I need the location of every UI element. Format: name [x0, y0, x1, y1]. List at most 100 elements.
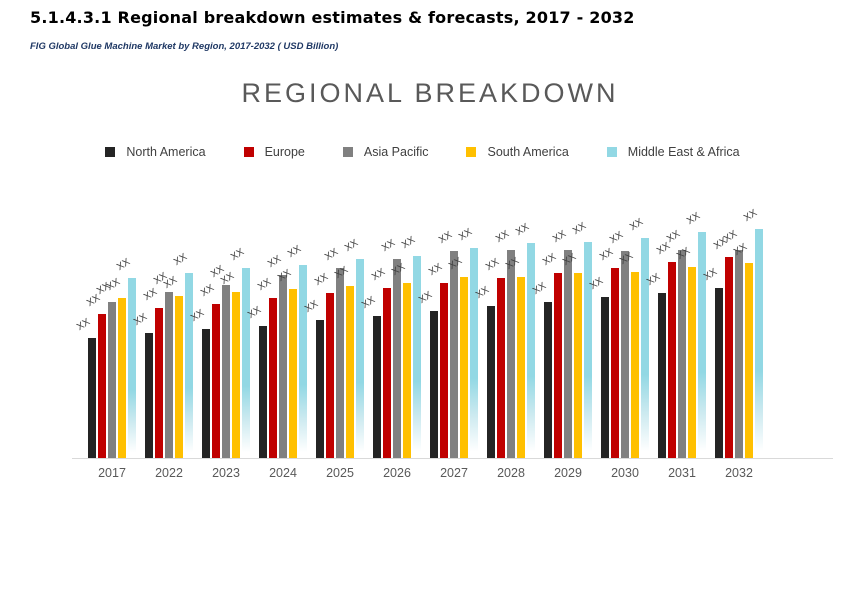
x-tick-2024: 2024	[269, 466, 297, 480]
bar-data-label: XX	[142, 286, 160, 303]
bar-group-2026: XX XX XX XX XX	[360, 235, 421, 458]
bar-data-label: XX	[457, 226, 475, 243]
bar-data-label: XX	[380, 237, 398, 254]
bar-europe-2031: XX	[655, 241, 676, 458]
bar-data-label: XX	[494, 228, 512, 245]
bar-south-america-2023: XX	[219, 271, 240, 458]
bar-rect	[658, 293, 666, 458]
chart-title: REGIONAL BREAKDOWN	[241, 78, 619, 108]
bar-south-america-2027: XX	[447, 256, 468, 458]
bar-rect	[470, 248, 478, 458]
legend-swatch	[606, 147, 617, 157]
x-tick-2025: 2025	[326, 466, 354, 480]
bar-asia-pacific-2027: XX	[437, 230, 458, 458]
bar-south-america-2032: XX	[732, 242, 753, 458]
legend-swatch	[466, 147, 477, 157]
bar-data-label: XX	[75, 316, 93, 333]
legend-label: North America	[126, 145, 206, 159]
bar-rect	[383, 288, 391, 458]
page-title: 5.1.4.3.1 Regional breakdown estimates &…	[30, 8, 635, 27]
legend-item: South America	[466, 145, 569, 159]
bar-data-label: XX	[286, 243, 304, 260]
bar-rect	[279, 275, 287, 458]
figure-caption: FIG Global Glue Machine Market by Region…	[30, 41, 339, 52]
bar-asia-pacific-2028: XX	[494, 229, 515, 458]
bar-data-label: XX	[628, 216, 646, 233]
x-tick-2026: 2026	[383, 466, 411, 480]
bar-europe-2027: XX	[427, 262, 448, 458]
bar-group-2023: XX XX XX XX XX	[189, 247, 250, 458]
bar-south-america-2025: XX	[333, 265, 354, 458]
bar-rect	[242, 268, 250, 458]
bar-north-america-2024: XX	[246, 305, 267, 458]
bar-rect	[450, 251, 458, 458]
legend-label: Europe	[264, 145, 305, 159]
bar-south-america-2029: XX	[561, 252, 582, 458]
bar-rect	[601, 297, 609, 458]
bar-rect	[185, 273, 193, 458]
bar-europe-2030: XX	[598, 247, 619, 458]
bar-data-label: XX	[199, 282, 217, 299]
bar-middle-east-africa-2017: XX	[115, 257, 136, 458]
bar-north-america-2017: XX	[75, 317, 96, 458]
bar-rect	[621, 251, 629, 458]
bar-rect	[393, 259, 401, 458]
bar-group-2024: XX XX XX XX XX	[246, 244, 307, 458]
bar-data-label: XX	[400, 234, 418, 251]
x-tick-2029: 2029	[554, 466, 582, 480]
bar-data-label: XX	[266, 253, 284, 270]
bar-rect	[108, 302, 116, 458]
bar-data-label: XX	[598, 246, 616, 263]
bar-rect	[155, 308, 163, 458]
bar-asia-pacific-2032: XX	[722, 229, 743, 458]
legend-label: South America	[487, 145, 569, 159]
bar-rect	[698, 232, 706, 458]
bar-data-label: XX	[437, 229, 455, 246]
bar-rect	[745, 263, 753, 458]
bar-rect	[574, 273, 582, 458]
bar-data-label: XX	[427, 261, 445, 278]
bar-middle-east-africa-2031: XX	[685, 211, 706, 458]
bar-rect	[259, 326, 267, 458]
bar-data-label: XX	[608, 229, 626, 246]
bar-rect	[725, 257, 733, 458]
x-axis-labels: 2017 2022 2023 2024 2025 2026 2027 2028 2029 2030…	[72, 466, 845, 480]
bar-rect	[269, 298, 277, 458]
bar-group-2031: XX XX XX XX XX	[645, 211, 706, 458]
bar-rect	[527, 243, 535, 458]
bar-middle-east-africa-2028: XX	[514, 222, 535, 458]
bar-rect	[735, 250, 743, 458]
bar-data-label: XX	[370, 266, 388, 283]
bar-group-2027: XX XX XX XX XX	[417, 227, 478, 458]
legend-swatch	[105, 147, 116, 157]
bar-data-label: XX	[742, 207, 760, 224]
legend-swatch	[342, 147, 353, 157]
bar-asia-pacific-2026: XX	[380, 238, 401, 458]
bar-asia-pacific-2024: XX	[266, 254, 287, 458]
legend-item: North America	[105, 145, 206, 159]
bar-south-america-2024: XX	[276, 268, 297, 458]
bar-data-label: XX	[115, 256, 133, 273]
bar-rect	[517, 277, 525, 458]
bar-data-label: XX	[514, 221, 532, 238]
bar-middle-east-africa-2022: XX	[172, 252, 193, 458]
x-tick-2031: 2031	[668, 466, 696, 480]
bar-north-america-2022: XX	[132, 312, 153, 458]
bar-rect	[326, 293, 334, 458]
bar-middle-east-africa-2024: XX	[286, 244, 307, 458]
bar-data-label: XX	[541, 251, 559, 268]
bar-rect	[507, 250, 515, 458]
bar-rect	[212, 304, 220, 458]
bar-north-america-2025: XX	[303, 299, 324, 458]
bar-middle-east-africa-2023: XX	[229, 247, 250, 458]
bar-asia-pacific-2029: XX	[551, 229, 572, 458]
bar-rect	[299, 265, 307, 458]
bar-rect	[202, 329, 210, 458]
bar-north-america-2030: XX	[588, 276, 609, 458]
bar-rect	[688, 267, 696, 458]
bar-data-label: XX	[551, 228, 569, 245]
bar-groups: XX XX XX XX XX XX XX XX XX XX XX XX XX XX XX XX XX XX XX XX…	[72, 207, 833, 458]
bar-north-america-2023: XX	[189, 308, 210, 458]
bar-europe-2029: XX	[541, 252, 562, 458]
bar-north-america-2026: XX	[360, 295, 381, 458]
